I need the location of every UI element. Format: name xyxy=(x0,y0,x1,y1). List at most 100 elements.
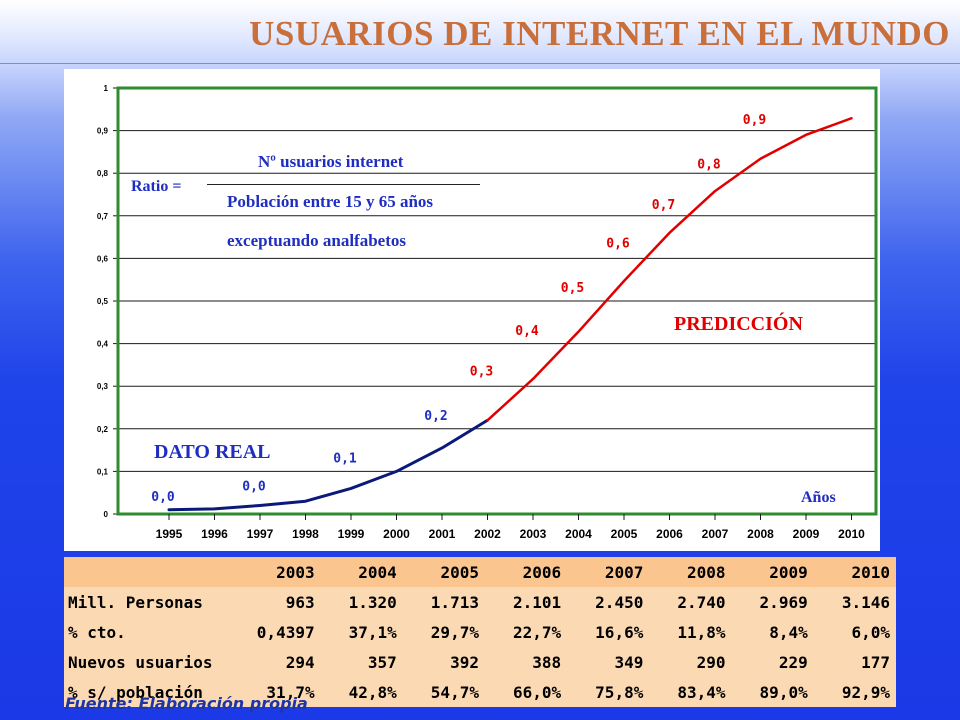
x-tick-label: 2010 xyxy=(838,527,865,541)
y-tick-label: 0,1 xyxy=(97,467,109,476)
table-cell: 2.450 xyxy=(595,592,644,612)
row-label: % s/ población xyxy=(68,682,203,702)
x-tick-label: 1998 xyxy=(292,527,319,541)
table-cell: 22,7% xyxy=(512,622,562,642)
row-label: Nuevos usuarios xyxy=(68,652,213,672)
x-tick-label: 2008 xyxy=(747,527,774,541)
table-cell: 0,4397 xyxy=(256,622,315,642)
ratio-fraction-bar xyxy=(207,184,480,185)
table-cell: 11,8% xyxy=(677,622,726,642)
table-cell: 357 xyxy=(367,652,397,672)
y-tick-label: 0,3 xyxy=(97,382,109,391)
table-cell: 37,1% xyxy=(348,622,397,642)
x-axis-label: Años xyxy=(801,489,836,506)
y-tick-label: 0 xyxy=(104,510,109,519)
y-tick-label: 0,2 xyxy=(97,425,109,434)
table-row: Mill. Personas 963 1.320 1.713 2.101 2.4… xyxy=(64,587,896,617)
table-cell: 29,7% xyxy=(430,622,479,642)
x-tick-label: 1997 xyxy=(247,527,274,541)
real-data-label: DATO REAL xyxy=(154,441,271,463)
x-tick-label: 1995 xyxy=(156,527,183,541)
table-cell: 8,4% xyxy=(769,622,808,642)
data-label: 0,9 xyxy=(743,113,766,128)
series-line xyxy=(486,116,853,422)
column-header: 2004 xyxy=(358,562,397,582)
table-cell: 3.146 xyxy=(841,592,890,612)
row-label: % cto. xyxy=(68,622,126,642)
table-cell: 963 xyxy=(285,592,315,612)
source-note: Fuente: Elaboración propia xyxy=(65,694,308,713)
table-row: % cto. 0,4397 37,1% 29,7% 22,7% 16,6% 11… xyxy=(64,617,896,647)
column-header: 2007 xyxy=(604,562,644,582)
x-tick-label: 2004 xyxy=(565,527,592,541)
row-label: Mill. Personas xyxy=(68,592,203,612)
plot-frame xyxy=(116,86,878,516)
data-label: 0,2 xyxy=(424,409,447,424)
line-chart: 0 0,1 0,2 0,3 0,4 0,5 0,6 0,7 0,8 0,9 1 1995 1996 199… xyxy=(97,84,878,541)
column-header: 2010 xyxy=(851,562,890,582)
page-title: USUARIOS DE INTERNET EN EL MUNDO xyxy=(249,14,950,53)
table-cell: 349 xyxy=(614,652,644,672)
table-header-row: 2003 2004 2005 2006 2007 2008 2009 2010 xyxy=(64,557,896,587)
table-cell: 2.969 xyxy=(759,592,808,612)
series-line xyxy=(167,418,489,512)
x-tick-label: 1996 xyxy=(201,527,228,541)
forecast-table: 2003 2004 2005 2006 2007 2008 2009 2010 … xyxy=(64,557,896,707)
data-label: 0,8 xyxy=(697,158,721,173)
x-tick-label: 1999 xyxy=(338,527,365,541)
column-header: 2005 xyxy=(440,562,479,582)
table-cell: 388 xyxy=(532,652,562,672)
data-label: 0,6 xyxy=(606,236,630,251)
y-tick-label: 0,8 xyxy=(97,169,109,178)
y-tick-label: 1 xyxy=(104,84,109,93)
x-tick-label: 2003 xyxy=(520,527,547,541)
table-cell: 66,0% xyxy=(512,682,562,702)
column-header: 2008 xyxy=(687,562,726,582)
ratio-numerator: Nº usuarios internet xyxy=(258,152,404,171)
ratio-denominator-note: exceptuando analfabetos xyxy=(227,231,406,250)
column-header: 2003 xyxy=(276,562,315,582)
title-divider xyxy=(0,63,960,64)
table-cell: 31,7% xyxy=(266,682,315,702)
table-cell: 2.101 xyxy=(512,592,562,612)
y-tick-label: 0,9 xyxy=(97,127,109,136)
data-label: 0,1 xyxy=(333,452,357,467)
table-cell: 89,0% xyxy=(759,682,808,702)
table-cell: 54,7% xyxy=(430,682,479,702)
x-tick-label: 2005 xyxy=(611,527,638,541)
column-header: 2006 xyxy=(522,562,562,582)
table-cell: 16,6% xyxy=(595,622,644,642)
table-cell: 177 xyxy=(861,652,890,672)
ratio-denominator: Población entre 15 y 65 años xyxy=(227,192,434,211)
table-row: % s/ población 31,7% 42,8% 54,7% 66,0% 7… xyxy=(64,677,896,707)
column-header: 2009 xyxy=(769,562,808,582)
x-tick-label: 2006 xyxy=(656,527,683,541)
x-tick-label: 2007 xyxy=(702,527,729,541)
table-cell: 1.320 xyxy=(348,592,397,612)
table-cell: 392 xyxy=(450,652,479,672)
table-cell: 294 xyxy=(285,652,315,672)
x-tick-label: 2002 xyxy=(474,527,501,541)
table-cell: 2.740 xyxy=(677,592,726,612)
y-tick-label: 0,5 xyxy=(97,297,109,306)
y-tick-label: 0,4 xyxy=(97,340,109,349)
table-cell: 42,8% xyxy=(348,682,397,702)
table-row: Nuevos usuarios 294 357 392 388 349 290 … xyxy=(64,647,896,677)
x-tick-label: 2000 xyxy=(383,527,410,541)
table-corner xyxy=(64,557,239,587)
table-cell: 1.713 xyxy=(430,592,479,612)
x-tick-label: 2009 xyxy=(793,527,820,541)
data-label: 0,4 xyxy=(515,324,539,339)
table-cell: 75,8% xyxy=(595,682,644,702)
table-cell: 83,4% xyxy=(677,682,726,702)
x-tick-label: 2001 xyxy=(429,527,456,541)
data-label: 0,3 xyxy=(470,364,493,379)
data-label: 0,5 xyxy=(561,281,584,296)
table-cell: 92,9% xyxy=(841,682,890,702)
data-label: 0,0 xyxy=(242,479,266,494)
data-label: 0,7 xyxy=(652,198,675,213)
y-tick-label: 0,7 xyxy=(97,212,109,221)
prediction-label: PREDICCIÓN xyxy=(674,313,803,335)
chart-panel: 0 0,1 0,2 0,3 0,4 0,5 0,6 0,7 0,8 0,9 1 1995 1996 199… xyxy=(64,69,880,551)
y-tick-label: 0,6 xyxy=(97,254,109,263)
